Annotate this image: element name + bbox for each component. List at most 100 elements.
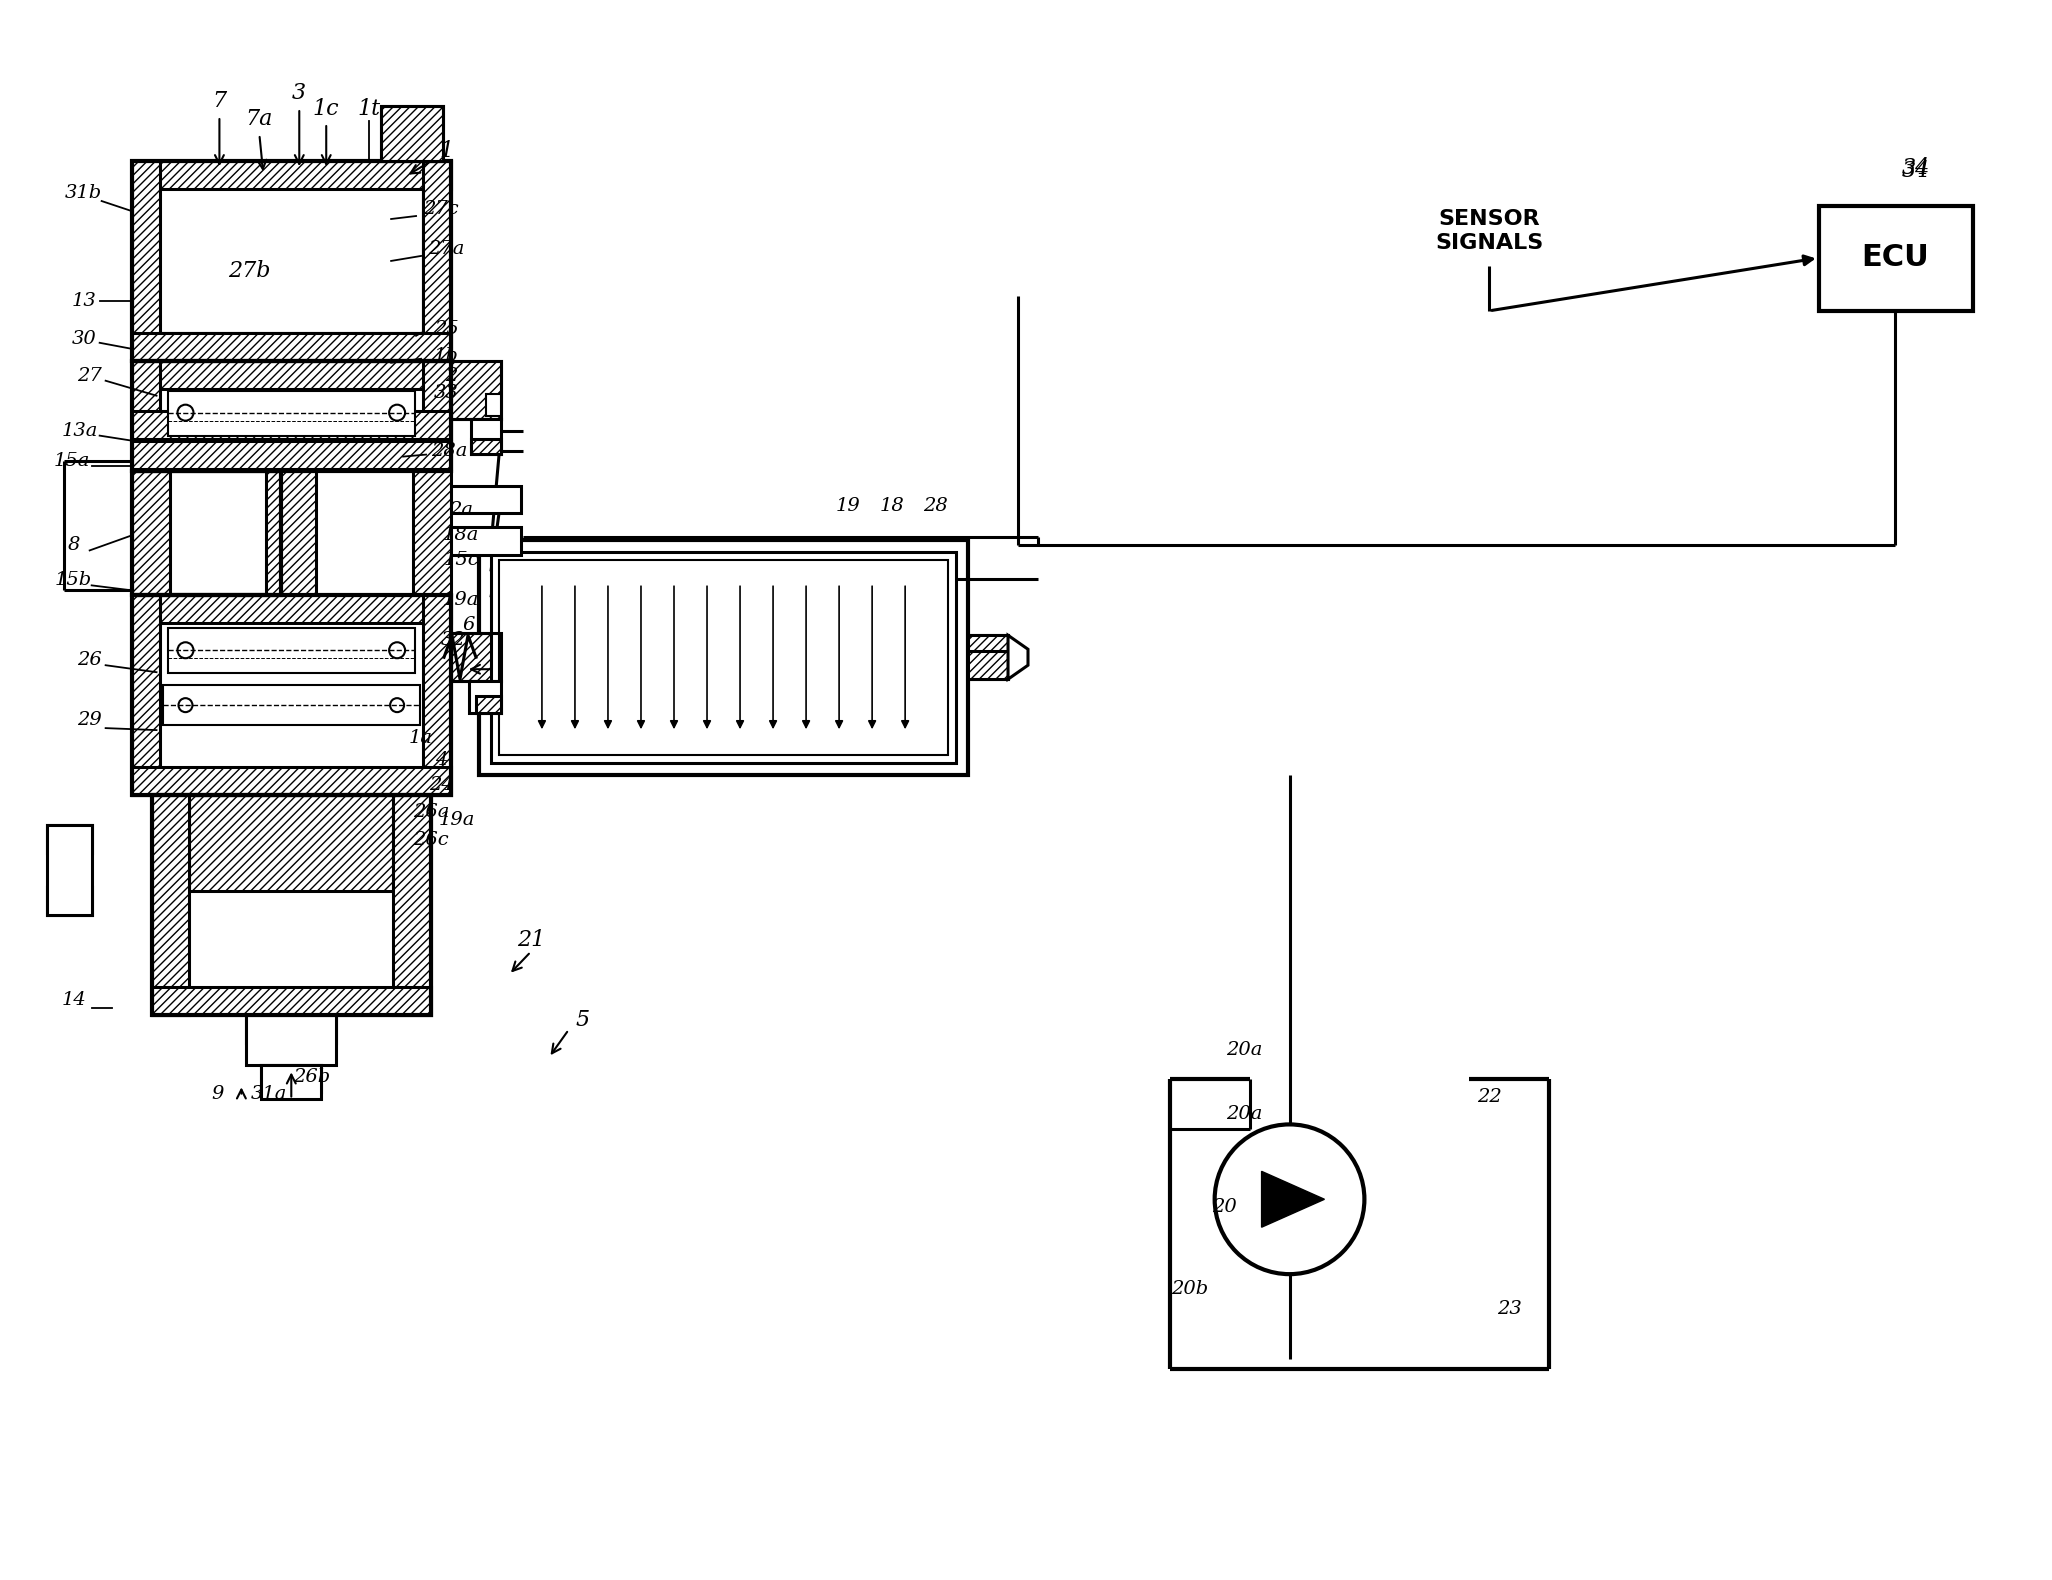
Bar <box>472 419 501 453</box>
Bar <box>412 471 451 596</box>
Bar <box>152 795 189 1014</box>
Bar <box>969 651 1008 679</box>
Text: 23: 23 <box>1496 1300 1521 1318</box>
Bar <box>131 360 160 471</box>
Bar <box>47 886 92 915</box>
Circle shape <box>176 404 193 420</box>
Bar <box>131 441 451 469</box>
Text: 31b: 31b <box>66 183 103 202</box>
Text: 29: 29 <box>78 711 103 728</box>
Bar <box>969 635 1008 664</box>
Bar <box>131 360 451 389</box>
Bar <box>478 540 969 776</box>
Bar <box>131 161 451 360</box>
Bar <box>451 485 521 514</box>
Bar <box>451 528 521 556</box>
Bar <box>131 596 451 623</box>
Bar <box>451 634 501 681</box>
Polygon shape <box>1262 1171 1324 1228</box>
Bar <box>47 825 92 915</box>
Bar <box>152 795 431 1014</box>
Text: 34: 34 <box>1902 156 1929 179</box>
Text: 27c: 27c <box>423 201 460 218</box>
Text: 27a: 27a <box>427 240 464 258</box>
Text: 15a: 15a <box>53 452 90 469</box>
Bar <box>131 360 451 471</box>
Text: 1t: 1t <box>357 98 382 120</box>
Bar <box>152 986 431 1014</box>
Text: 26b: 26b <box>293 1068 330 1087</box>
Text: 31a: 31a <box>250 1085 287 1103</box>
Text: 5: 5 <box>577 1008 589 1030</box>
Bar <box>131 471 170 596</box>
Bar <box>246 1014 337 1065</box>
Text: 30: 30 <box>72 330 96 348</box>
Bar <box>131 161 160 360</box>
Text: 20: 20 <box>1213 1198 1237 1217</box>
Bar <box>131 333 451 360</box>
Bar <box>394 795 431 1014</box>
Bar <box>131 471 281 596</box>
Bar <box>131 766 451 795</box>
Bar <box>261 1065 322 1100</box>
Bar <box>261 1065 322 1092</box>
Text: 1: 1 <box>439 141 453 163</box>
Bar <box>131 596 451 795</box>
Text: 14: 14 <box>62 991 86 1008</box>
Bar <box>246 1014 337 1043</box>
Bar <box>162 686 421 725</box>
Text: 3: 3 <box>291 82 306 104</box>
Text: 24: 24 <box>429 776 453 795</box>
Bar <box>1818 205 1974 311</box>
Bar <box>131 596 160 795</box>
Text: 19a: 19a <box>443 591 480 610</box>
Text: 1c: 1c <box>312 98 339 120</box>
Circle shape <box>179 698 193 713</box>
Text: 25: 25 <box>433 319 458 338</box>
Bar <box>451 360 501 419</box>
Text: 7: 7 <box>211 90 226 112</box>
Text: 34: 34 <box>1902 160 1929 182</box>
Text: 21: 21 <box>517 929 546 951</box>
Bar <box>168 390 415 436</box>
Text: 28a: 28a <box>431 441 468 460</box>
Bar <box>476 697 501 713</box>
Circle shape <box>390 698 404 713</box>
Bar <box>423 360 451 471</box>
Text: 18a: 18a <box>443 526 480 545</box>
Bar <box>131 161 451 190</box>
Text: 22: 22 <box>1477 1089 1502 1106</box>
Text: 20a: 20a <box>1227 1041 1262 1059</box>
Text: 28: 28 <box>923 496 948 515</box>
Text: 6: 6 <box>464 616 476 634</box>
Text: SENSOR
SIGNALS: SENSOR SIGNALS <box>1434 210 1543 253</box>
Text: 2a: 2a <box>449 501 474 520</box>
Text: 26c: 26c <box>412 831 449 848</box>
Text: 15b: 15b <box>55 572 92 589</box>
Text: 2: 2 <box>445 367 458 384</box>
Bar <box>423 596 451 795</box>
Bar <box>47 825 92 853</box>
Bar <box>267 471 316 596</box>
Text: 26: 26 <box>78 651 103 670</box>
Text: 19a: 19a <box>439 811 476 830</box>
Bar <box>486 393 501 416</box>
Bar <box>470 681 501 713</box>
Bar <box>499 561 948 755</box>
Text: 9: 9 <box>211 1085 224 1103</box>
Bar <box>168 629 415 673</box>
Text: 7a: 7a <box>246 107 273 130</box>
Bar <box>451 360 501 419</box>
Text: 13: 13 <box>72 292 96 310</box>
Bar <box>382 106 443 161</box>
Polygon shape <box>1008 635 1028 679</box>
Text: 26a: 26a <box>412 803 449 822</box>
Bar <box>969 635 1008 679</box>
Text: 4: 4 <box>435 750 447 769</box>
Text: 1b: 1b <box>433 346 458 365</box>
Text: 19: 19 <box>835 496 860 515</box>
Bar <box>451 634 501 681</box>
Text: 33: 33 <box>433 384 458 401</box>
Text: 20b: 20b <box>1172 1280 1209 1299</box>
Text: 32: 32 <box>441 632 466 649</box>
